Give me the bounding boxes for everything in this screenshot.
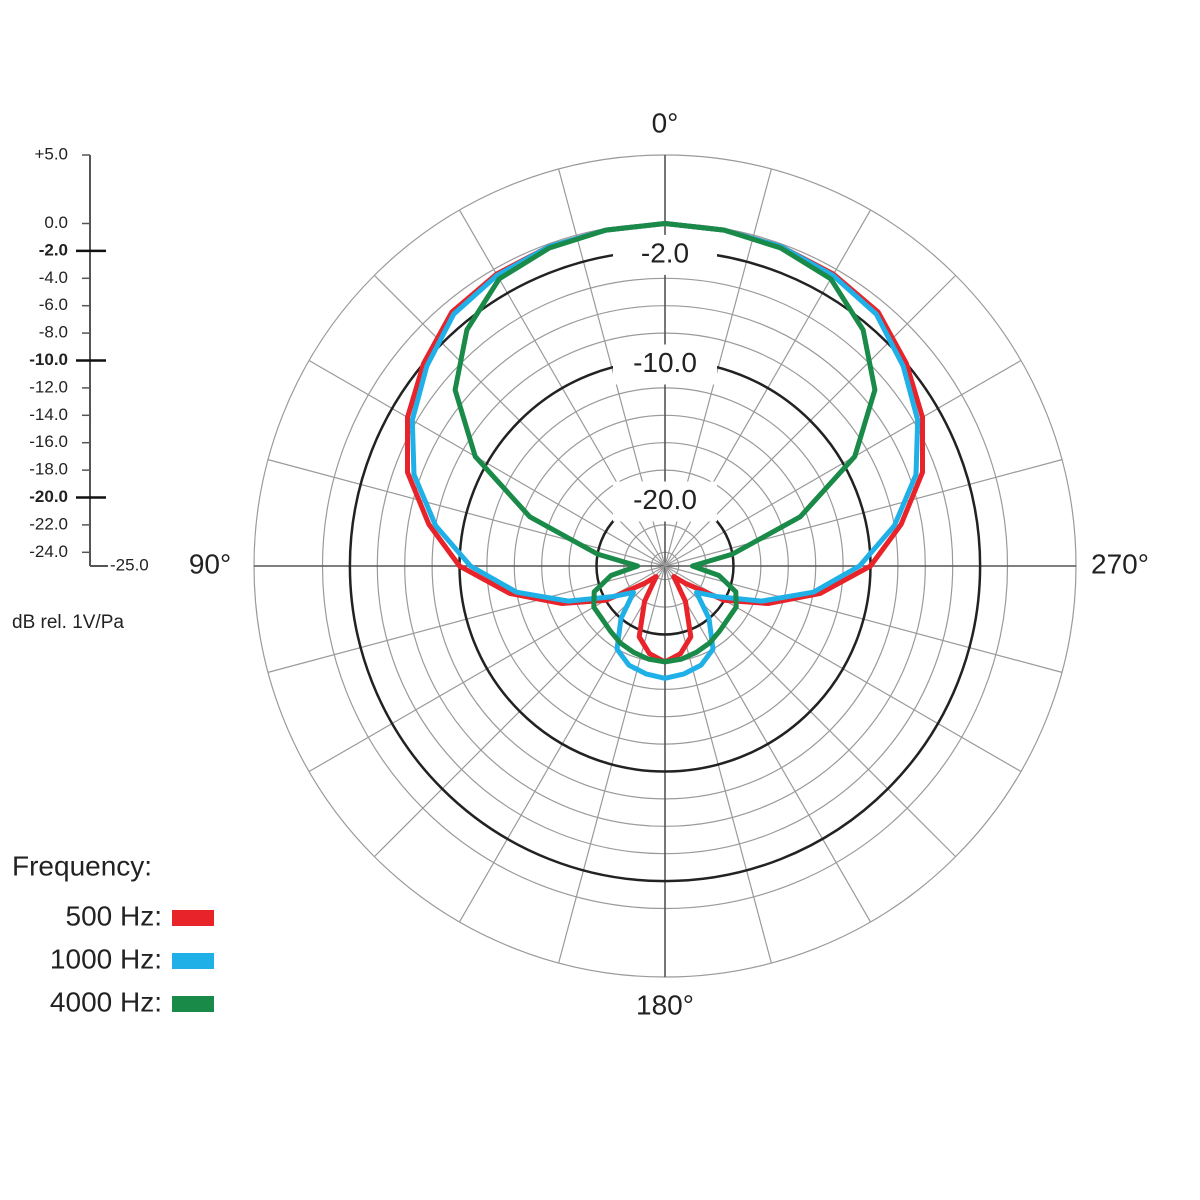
theta-label: 270° (1091, 548, 1149, 579)
series-line (452, 221, 878, 665)
r-tick-label: +5.0 (34, 144, 68, 163)
r-tick-label: -24.0 (29, 542, 68, 561)
theta-label: 90° (189, 548, 231, 579)
ring-label-bg (613, 481, 717, 522)
legend-label: 1000 Hz: (50, 943, 162, 974)
ring-label-bg (613, 344, 717, 385)
r-tick-label: 0.0 (44, 213, 68, 232)
r-tick-label: -16.0 (29, 432, 68, 451)
legend-swatch (172, 910, 214, 926)
r-tick-label: -18.0 (29, 460, 68, 479)
r-tick-label: -8.0 (39, 323, 68, 342)
theta-label: 180° (636, 989, 694, 1020)
legend-label: 4000 Hz: (50, 986, 162, 1017)
ring-label: -20.0 (633, 484, 697, 515)
legend-swatch (172, 996, 214, 1012)
r-tick-label: -25.0 (110, 555, 149, 574)
r-tick-label: -14.0 (29, 405, 68, 424)
r-tick-label: -6.0 (39, 295, 68, 314)
r-tick-label: -12.0 (29, 377, 68, 396)
series-line (409, 221, 921, 681)
ring-label-bg (613, 234, 717, 275)
r-tick-label: -2.0 (39, 240, 68, 259)
r-tick-label: -20.0 (29, 487, 68, 506)
r-tick-label: -4.0 (39, 268, 68, 287)
r-tick-label: -10.0 (29, 350, 68, 369)
theta-label: 0° (652, 107, 679, 138)
r-axis-label: dB rel. 1V/Pa (12, 612, 124, 633)
r-tick-label: -22.0 (29, 514, 68, 533)
legend-title: Frequency: (12, 850, 152, 881)
ring-label: -2.0 (641, 237, 689, 268)
legend-swatch (172, 953, 214, 969)
legend-label: 500 Hz: (66, 900, 163, 931)
ring-label: -10.0 (633, 347, 697, 378)
